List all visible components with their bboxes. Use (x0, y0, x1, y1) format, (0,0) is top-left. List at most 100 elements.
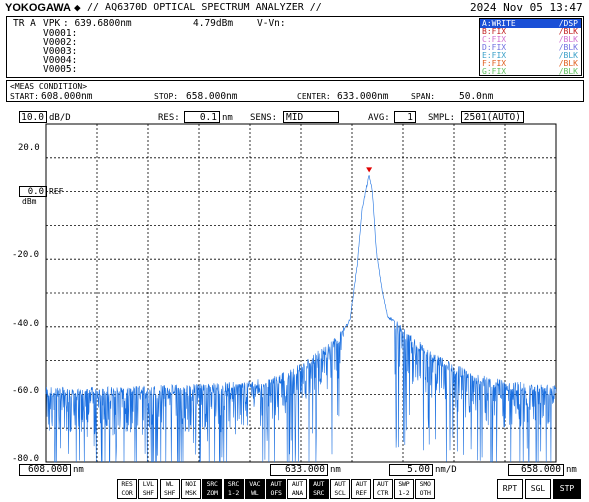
marker-line: V0004: (43, 55, 78, 66)
settings-bar: 10.0 dB/D RES: 0.1 nm SENS: MID AVG: 1 S… (0, 111, 589, 125)
soft-key-line: SWP (398, 480, 410, 488)
trace-mode: /BLK (558, 67, 578, 76)
y-tick-label: -20.0 (12, 250, 40, 260)
center-label: CENTER: (297, 92, 331, 101)
datetime: 2024 Nov 05 13:47 (470, 1, 583, 14)
instrument-title: // AQ6370D OPTICAL SPECTRUM ANALYZER // (87, 2, 322, 13)
trace-item[interactable]: F:FIX/BLK (480, 59, 581, 68)
soft-key-line: NOI (185, 480, 197, 488)
soft-key-line: AUT (334, 480, 346, 488)
soft-key[interactable]: SWP 1-2 (393, 479, 414, 499)
trace-item[interactable]: A:WRITE/DSP (480, 19, 581, 28)
sens-value-box[interactable]: MID (283, 111, 339, 123)
meas-condition-label: <MEAS CONDITION> (10, 82, 88, 91)
soft-key[interactable]: AUT ANA (287, 479, 308, 499)
stop-label: STOP: (154, 92, 179, 101)
trace-mode: /DSP (558, 19, 578, 28)
y-tick-label: 20.0 (18, 143, 40, 153)
avg-value-box[interactable]: 1 (394, 111, 416, 123)
marker-line: V0003: (43, 46, 78, 57)
center-unit: nm (330, 465, 341, 475)
marker-level: 4.79dBm (193, 18, 234, 29)
start-wavelength-box[interactable]: 608.000 (19, 464, 71, 476)
soft-key-line: OFS (270, 489, 282, 497)
soft-key-line: SHF (164, 489, 176, 497)
ref-level-box[interactable]: 0.0 (19, 186, 47, 197)
soft-key-line: WL (165, 480, 174, 488)
soft-key[interactable]: VAC WL (244, 479, 265, 499)
soft-key-line: SHF (142, 489, 154, 497)
soft-key-line: COR (121, 489, 133, 497)
soft-key[interactable]: AUT REF (351, 479, 372, 499)
soft-key-line: MSK (185, 489, 197, 497)
ref-label: REF (49, 187, 64, 196)
trace-a-line (45, 174, 557, 463)
trace-mode: /BLK (558, 51, 578, 60)
smpl-value-box[interactable]: 2501(AUTO) (461, 111, 524, 123)
soft-key-line: REF (355, 489, 367, 497)
soft-key-line: AUT (313, 480, 325, 488)
trace-item[interactable]: B:FIX/BLK (480, 27, 581, 36)
trace-item[interactable]: G:FIX/BLK (480, 67, 581, 76)
start-label: START: (10, 92, 39, 101)
soft-key[interactable]: SMO OTH (415, 479, 436, 499)
soft-key-line: 1-2 (398, 489, 410, 497)
per-div-box[interactable]: 5.00 (389, 464, 433, 476)
stop-value: 658.000nm (186, 91, 238, 102)
y-tick-label: -80.0 (12, 454, 40, 464)
trace-item[interactable]: E:FIX/BLK (480, 51, 581, 60)
marker-line: V0002: (43, 37, 78, 48)
soft-key-line: VAC (249, 480, 261, 488)
soft-key[interactable]: WL SHF (159, 479, 180, 499)
soft-key-line: ZOM (206, 489, 218, 497)
y-tick-label: -40.0 (12, 319, 40, 329)
brand-logo: YOKOGAWA (5, 2, 72, 14)
res-value-box[interactable]: 0.1 (184, 111, 220, 123)
soft-key-line: SMO (419, 480, 431, 488)
center-value: 633.000nm (337, 91, 389, 102)
single-sweep-button[interactable]: SGL (525, 479, 551, 499)
soft-key-bar: RES COR LVL SHF WL SHF NOI MSK SRC ZOM SRC 1-2 VAC WL… (0, 479, 589, 501)
scale-value-box[interactable]: 10.0 (19, 111, 47, 123)
trace-item[interactable]: C:FIX/BLK (480, 35, 581, 44)
title-bar: YOKOGAWA ◆ // AQ6370D OPTICAL SPECTRUM A… (0, 0, 589, 16)
marker-delta-label: V-Vn: (257, 18, 286, 29)
marker-trace-label: TR A (13, 18, 36, 29)
soft-key-line: AUT (291, 480, 303, 488)
res-label: RES: (158, 113, 180, 123)
trace-mode: /BLK (558, 43, 578, 52)
repeat-sweep-button[interactable]: RPT (497, 479, 523, 499)
trace-item[interactable]: D:FIX/BLK (480, 43, 581, 52)
scale-unit: dB/D (49, 113, 71, 123)
soft-key[interactable]: SRC 1-2 (223, 479, 244, 499)
soft-key[interactable]: AUT OFS (266, 479, 287, 499)
trace-name: A:WRITE (482, 19, 516, 28)
trace-name: C:FIX (482, 35, 507, 44)
trace-mode: /BLK (558, 59, 578, 68)
soft-key-line: SRC (206, 480, 218, 488)
smpl-label: SMPL: (428, 113, 456, 123)
ref-level-value: 0.0 (27, 187, 44, 197)
soft-key[interactable]: RES COR (117, 479, 137, 499)
soft-key[interactable]: AUT SRC (308, 479, 329, 499)
meas-condition-panel: <MEAS CONDITION> START: 608.000nm STOP: … (6, 80, 584, 102)
soft-key-line: LVL (142, 480, 154, 488)
span-value: 50.0nm (459, 91, 494, 102)
soft-key[interactable]: AUT CTR (372, 479, 393, 499)
soft-key-line: AUT (377, 480, 389, 488)
soft-key[interactable]: AUT SCL (330, 479, 350, 499)
soft-key[interactable]: NOI MSK (180, 479, 201, 499)
trace-name: G:FIX (482, 67, 507, 76)
soft-key-line: CTR (377, 489, 389, 497)
soft-key[interactable]: LVL SHF (138, 479, 159, 499)
stop-sweep-button[interactable]: STP (553, 479, 581, 499)
center-wavelength-box[interactable]: 633.000 (270, 464, 328, 476)
trace-list: A:WRITE/DSP B:FIX/BLK C:FIX/BLK D:FIX/BLK E:… (479, 18, 582, 76)
diamond-icon: ◆ (74, 1, 81, 14)
sens-label: SENS: (250, 113, 278, 123)
trace-mode: /BLK (558, 35, 578, 44)
soft-key[interactable]: SRC ZOM (202, 479, 223, 499)
soft-key-line: WL (251, 489, 259, 497)
stop-wavelength-box[interactable]: 658.000 (508, 464, 564, 476)
